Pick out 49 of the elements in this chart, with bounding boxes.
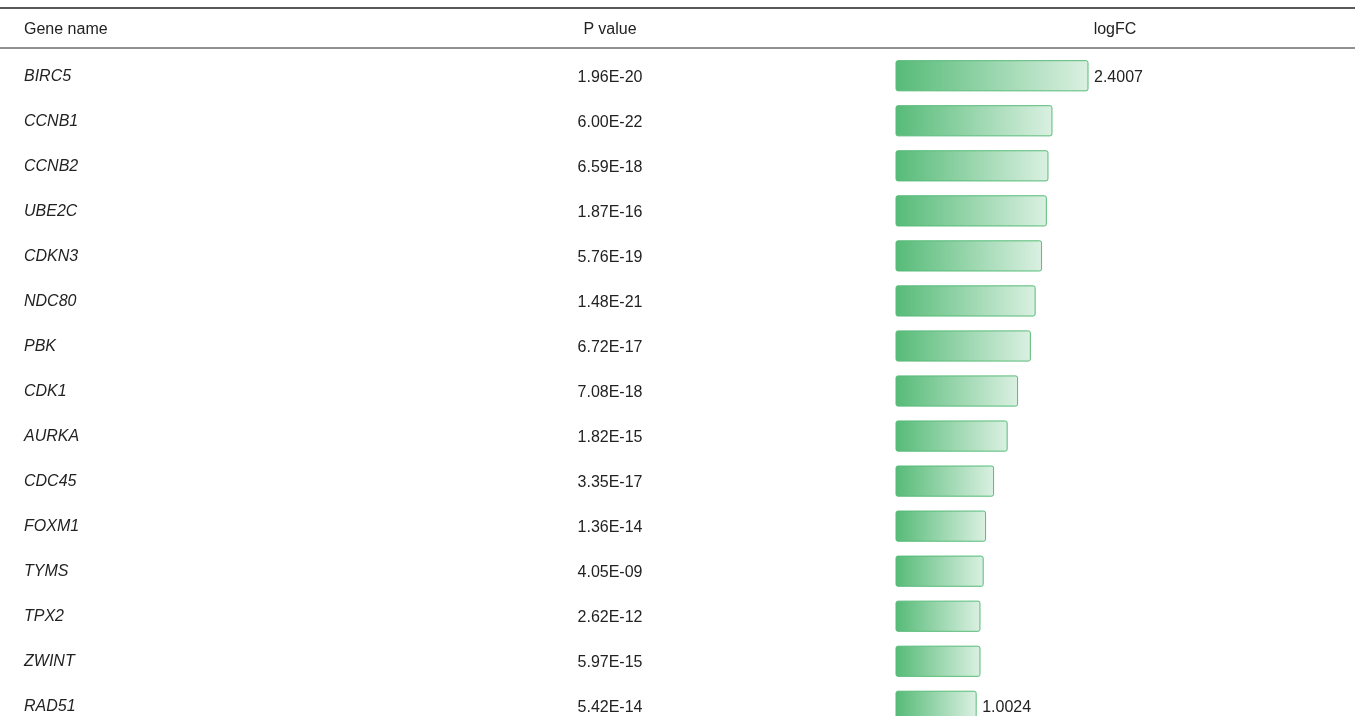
text: 6.59E-18 (577, 157, 643, 175)
bar (895, 420, 1008, 452)
data-label: 2.4007 (1094, 67, 1144, 85)
bar (895, 510, 987, 542)
bar (895, 150, 1049, 182)
bar (895, 375, 1019, 407)
y-axis-title: Gene name (24, 20, 108, 37)
y-tick-label: CCNB1 (24, 111, 79, 129)
text: 6.72E-17 (577, 337, 643, 355)
bar (895, 285, 1036, 317)
y-tick-label: AURKA (23, 427, 80, 445)
bar (895, 105, 1053, 137)
data-label: 1.0024 (982, 698, 1032, 716)
bar (895, 60, 1089, 92)
y-tick-label: CCNB2 (24, 156, 79, 174)
text: 7.08E-18 (577, 383, 643, 401)
y-tick-label: FOXM1 (24, 517, 80, 535)
text: 2.62E-12 (577, 608, 643, 626)
text: 1.48E-21 (577, 292, 643, 310)
bar (895, 465, 995, 497)
y-tick-label: UBE2C (24, 201, 78, 219)
text: 1.36E-14 (577, 518, 643, 536)
y-tick-label: CDC45 (24, 472, 77, 490)
text: 5.97E-15 (577, 653, 643, 671)
text: 3.35E-17 (577, 473, 643, 491)
text: 1.87E-16 (577, 202, 643, 220)
y-tick-label: BIRC5 (24, 66, 72, 84)
bar (895, 195, 1047, 227)
bar (895, 330, 1031, 362)
text: 6.00E-22 (577, 112, 643, 130)
bar (895, 645, 981, 677)
text: P value (583, 20, 637, 37)
y-tick-label: NDC80 (24, 292, 77, 310)
x-axis-title: logFC (1093, 20, 1137, 37)
y-tick-label: ZWINT (23, 652, 76, 670)
y-tick-label: TPX2 (24, 607, 65, 625)
y-tick-label: TYMS (24, 562, 69, 580)
text: 5.76E-19 (577, 247, 643, 265)
bar (895, 240, 1043, 272)
text: 4.05E-09 (577, 563, 643, 581)
y-tick-label: PBK (24, 337, 58, 355)
y-tick-label: CDKN3 (24, 247, 79, 265)
bar (895, 600, 981, 632)
text: 1.82E-15 (577, 428, 643, 446)
text: 1.96E-20 (577, 67, 643, 85)
text: 5.42E-14 (577, 698, 643, 716)
bar (895, 555, 984, 587)
y-tick-label: RAD51 (24, 697, 76, 715)
y-tick-label: CDK1 (24, 382, 67, 400)
